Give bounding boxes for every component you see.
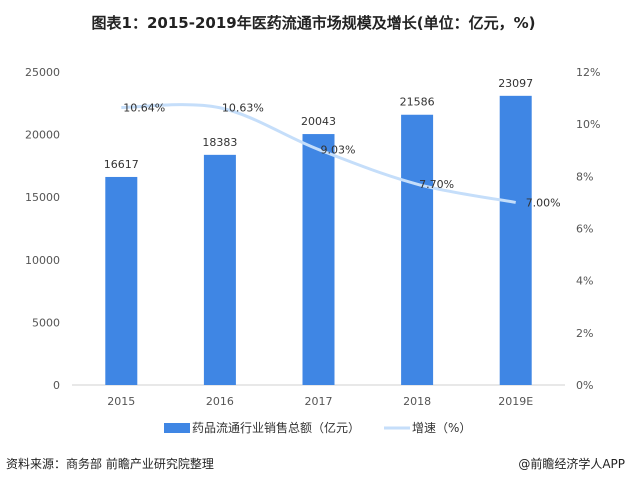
bar: [105, 176, 138, 385]
source-note: 资料来源：商务部 前瞻产业研究院整理: [6, 457, 214, 471]
x-tick-label: 2017: [305, 395, 333, 408]
bar-label: 23097: [498, 77, 533, 90]
line-label: 10.64%: [123, 101, 165, 114]
bar: [203, 154, 236, 385]
growth-line: [121, 103, 516, 204]
line-label: 7.70%: [419, 178, 454, 191]
y-tick-label: 0: [53, 379, 60, 392]
y2-tick-label: 6%: [576, 223, 593, 236]
y-tick-label: 25000: [25, 66, 60, 79]
y2-tick-label: 4%: [576, 275, 593, 288]
chart-title: 图表1：2015-2019年医药流通市场规模及增长(单位：亿元，%): [91, 14, 536, 32]
x-tick-label: 2018: [403, 395, 431, 408]
bar-label: 21586: [400, 96, 435, 109]
y2-tick-label: 0%: [576, 379, 593, 392]
legend-bar-swatch: [164, 423, 190, 433]
y2-tick-label: 12%: [576, 66, 600, 79]
bar: [302, 134, 335, 385]
x-tick-label: 2015: [107, 395, 135, 408]
bar-label: 16617: [104, 158, 139, 171]
app-credit: @前瞻经济学人APP: [518, 457, 625, 471]
legend-line-label: 增速（%）: [412, 421, 471, 435]
line-label: 10.63%: [222, 102, 264, 115]
bar: [401, 114, 434, 385]
y-tick-label: 5000: [32, 316, 60, 329]
y2-tick-label: 2%: [576, 327, 593, 340]
x-tick-label: 2016: [206, 395, 234, 408]
legend-bar-label: 药品流通行业销售总额（亿元）: [192, 420, 360, 435]
line-label: 7.00%: [526, 196, 561, 209]
y-tick-label: 20000: [25, 129, 60, 142]
y-tick-label: 10000: [25, 254, 60, 267]
bar-label: 20043: [301, 115, 336, 128]
bar-label: 18383: [202, 136, 237, 149]
y-tick-label: 15000: [25, 191, 60, 204]
line-label: 9.03%: [321, 143, 356, 156]
y2-tick-label: 8%: [576, 170, 593, 183]
y2-tick-label: 10%: [576, 118, 600, 131]
x-tick-label: 2019E: [498, 395, 533, 408]
bar: [499, 95, 532, 385]
